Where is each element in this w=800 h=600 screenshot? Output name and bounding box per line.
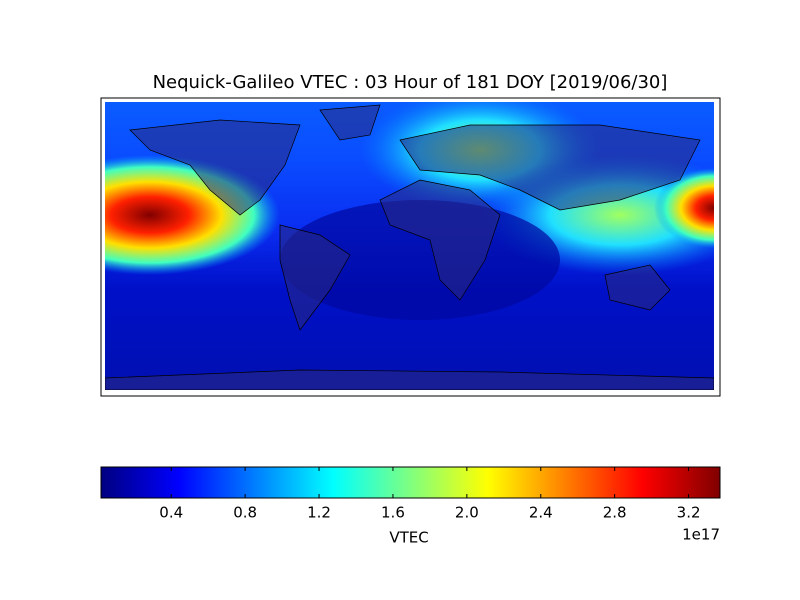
colorbar-offset: 1e17: [682, 526, 720, 544]
colorbar-tick-label: 1.6: [381, 504, 405, 522]
chart-title: Nequick-Galileo VTEC : 03 Hour of 181 DO…: [153, 72, 668, 93]
colorbar-tick-label: 1.2: [307, 504, 331, 522]
colorbar-tick-label: 3.2: [677, 504, 701, 522]
colorbar: [100, 466, 721, 499]
colorbar-tick-label: 0.4: [159, 504, 183, 522]
continents: [105, 104, 714, 390]
colorbar-tick-label: 2.8: [603, 504, 627, 522]
vtec-map: [105, 102, 714, 390]
colorbar-gradient: [100, 466, 721, 499]
colorbar-tick-label: 2.4: [529, 504, 553, 522]
colorbar-label: VTEC: [389, 529, 428, 547]
map-region: [654, 168, 714, 248]
colorbar-tick-label: 2.0: [455, 504, 479, 522]
colorbar-tick-label: 0.8: [233, 504, 257, 522]
